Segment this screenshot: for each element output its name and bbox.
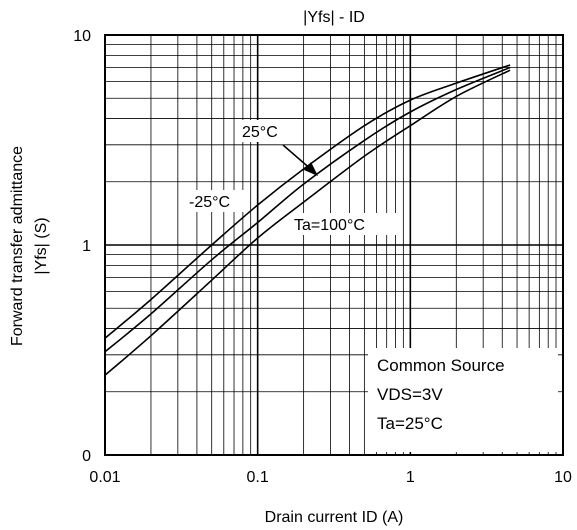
series-label-25c: 25°C <box>242 124 278 141</box>
label-m25c-bg <box>187 190 247 212</box>
conditions-box <box>368 348 558 452</box>
series-line-0 <box>104 64 511 339</box>
chart-title: |Yfs| - ID <box>303 9 365 26</box>
label-25c-bg <box>240 120 296 142</box>
series-lines <box>104 64 511 376</box>
arrow-head <box>304 162 318 176</box>
series-line-2 <box>104 69 511 376</box>
x-tick-label: 1 <box>406 469 415 486</box>
x-tick-label: 0.1 <box>247 469 269 486</box>
y-tick-label: 1 <box>82 238 91 255</box>
tick-labels: 0.01 0.1 1 10 0 1 10 <box>73 28 572 486</box>
y-axis-label-line2: |Yfs| (S) <box>33 217 50 274</box>
series-label-minus25c: -25°C <box>189 194 230 211</box>
y-tick-label: 10 <box>73 28 91 45</box>
series-label-100c: Ta=100°C <box>294 217 365 234</box>
x-tick-label: 10 <box>554 469 572 486</box>
annotation-ta: Ta=25°C <box>377 414 443 433</box>
x-tick-label: 0.01 <box>89 469 120 486</box>
y-tick-label: 0 <box>82 448 91 465</box>
annotation-common-source: Common Source <box>377 356 505 375</box>
x-axis-label: Drain current ID (A) <box>265 509 404 526</box>
series-line-1 <box>104 66 511 353</box>
y-axis-label-line1: Forward transfer admittance <box>9 146 26 346</box>
label-100c-bg <box>292 213 396 235</box>
plot-frame <box>104 34 564 456</box>
annotation-vds: VDS=3V <box>377 385 443 404</box>
